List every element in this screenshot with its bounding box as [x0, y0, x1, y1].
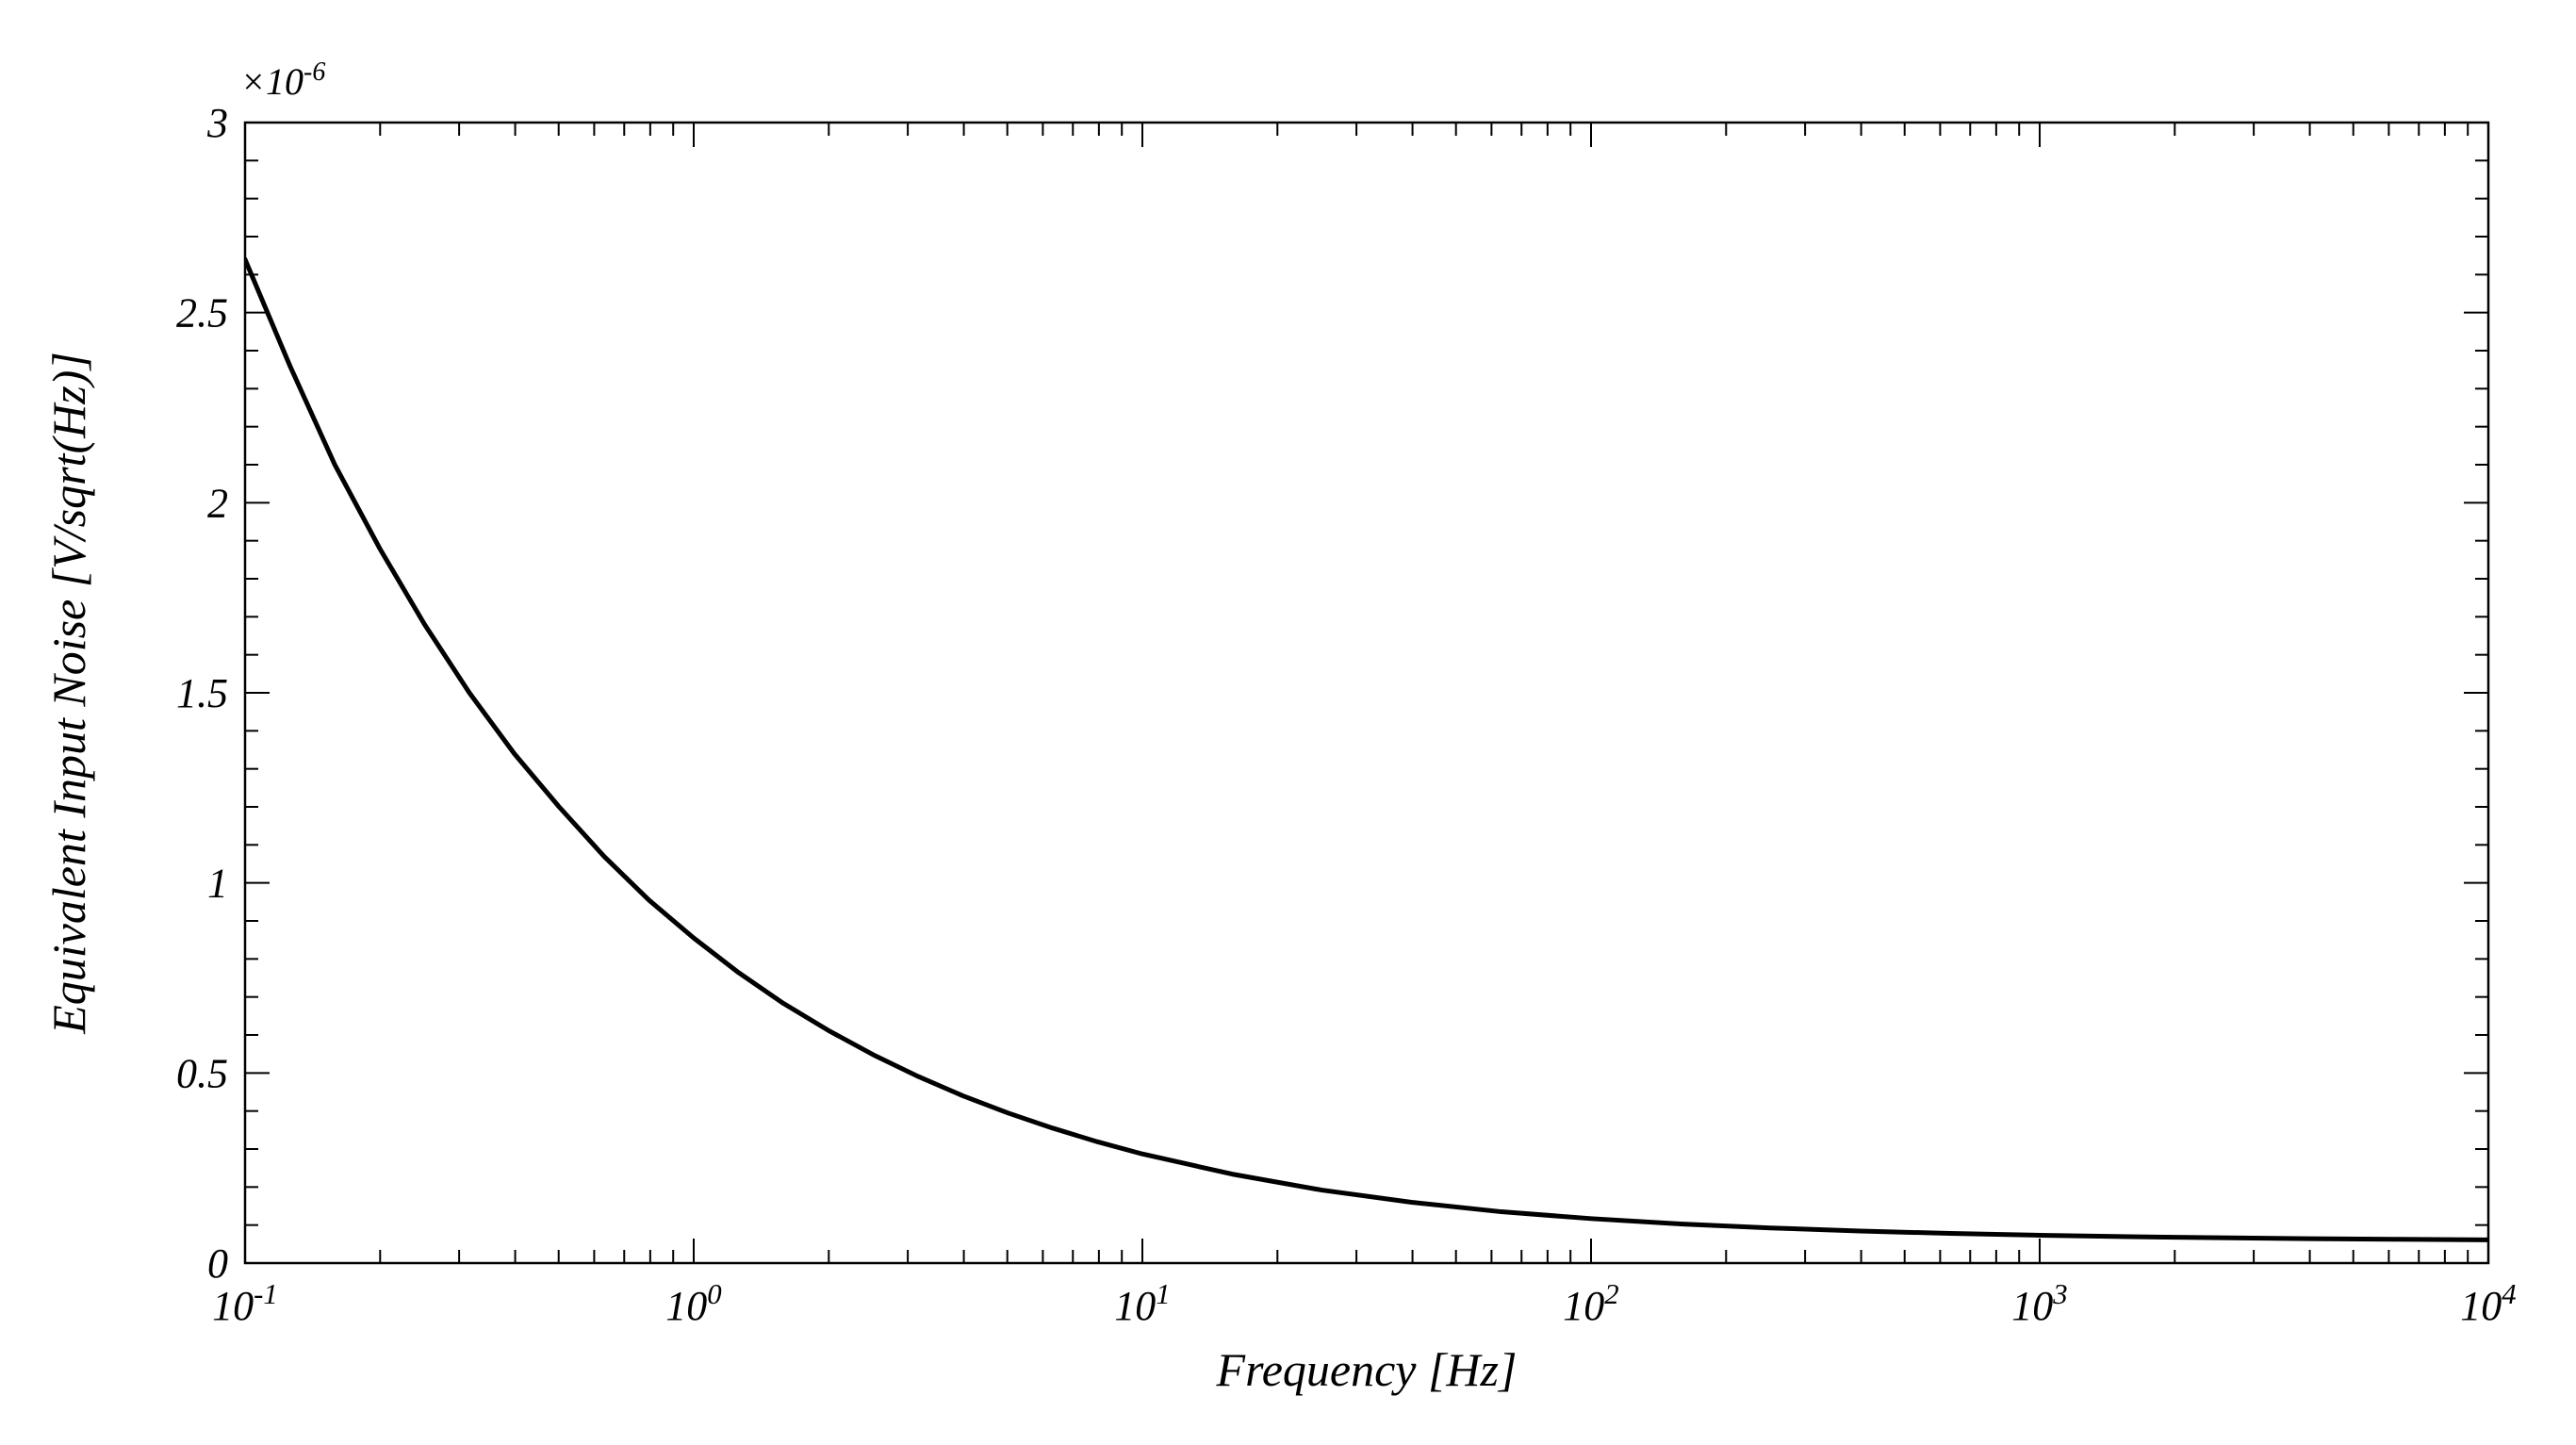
y-tick-label: 3: [206, 100, 228, 146]
y-tick-label: 0: [207, 1240, 228, 1287]
y-tick-label: 0.5: [176, 1050, 228, 1096]
chart-svg: 10-110010110210310400.511.522.53×10-6Fre…: [0, 0, 2576, 1445]
x-axis-label: Frequency [Hz]: [1216, 1343, 1518, 1396]
y-axis-label: Equivalent Input Noise [V/sqrt(Hz)]: [42, 352, 95, 1035]
y-tick-label: 1.5: [176, 670, 228, 716]
y-tick-label: 2: [207, 480, 228, 526]
y-tick-label: 1: [207, 861, 228, 907]
noise-chart: 10-110010110210310400.511.522.53×10-6Fre…: [0, 0, 2576, 1445]
y-tick-label: 2.5: [176, 290, 228, 337]
